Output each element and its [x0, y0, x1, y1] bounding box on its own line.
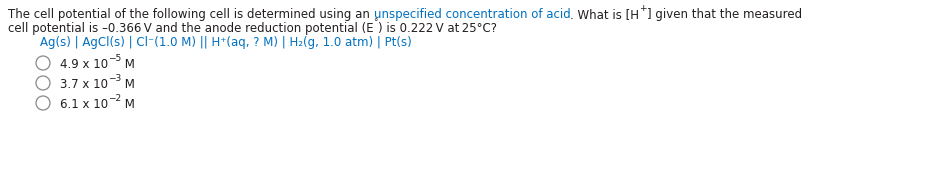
- Text: unspecified concentration of acid: unspecified concentration of acid: [373, 8, 570, 21]
- Text: +: +: [639, 4, 647, 13]
- Text: ) is 0.222 V at 25°C?: ) is 0.222 V at 25°C?: [378, 22, 497, 35]
- Text: M: M: [121, 58, 135, 71]
- Text: 6.1 x 10: 6.1 x 10: [60, 98, 108, 111]
- Text: M: M: [121, 98, 135, 111]
- Text: M: M: [121, 78, 135, 91]
- Text: Ag(s) | AgCl(s) | Cl⁻(1.0 M) || H⁺(aq, ? M) | H₂(g, 1.0 atm) | Pt(s): Ag(s) | AgCl(s) | Cl⁻(1.0 M) || H⁺(aq, ?…: [40, 36, 412, 49]
- Text: °: °: [373, 18, 378, 27]
- Text: −5: −5: [108, 54, 121, 63]
- Text: −2: −2: [108, 94, 121, 103]
- Text: The cell potential of the following cell is determined using an: The cell potential of the following cell…: [8, 8, 373, 21]
- Text: cell potential is –0.366 V and the anode reduction potential (E: cell potential is –0.366 V and the anode…: [8, 22, 373, 35]
- Text: 3.7 x 10: 3.7 x 10: [60, 78, 108, 91]
- Text: 4.9 x 10: 4.9 x 10: [60, 58, 108, 71]
- Text: . What is [H: . What is [H: [570, 8, 639, 21]
- Text: ] given that the measured: ] given that the measured: [647, 8, 802, 21]
- Text: −3: −3: [108, 74, 121, 83]
